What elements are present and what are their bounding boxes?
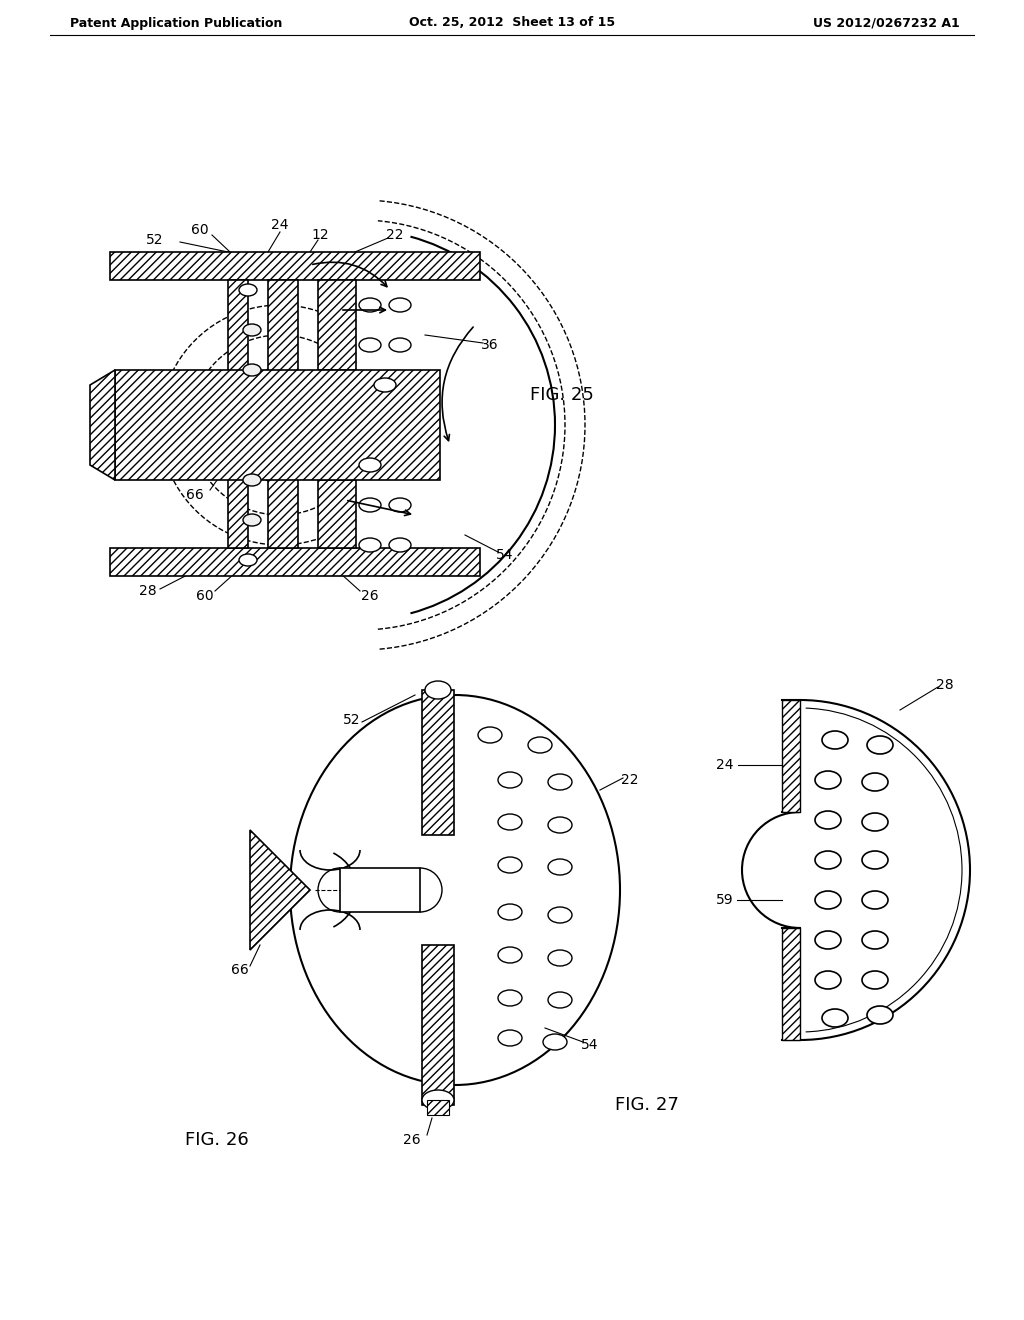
Ellipse shape xyxy=(478,727,502,743)
Text: 36: 36 xyxy=(481,338,499,352)
Ellipse shape xyxy=(498,857,522,873)
Ellipse shape xyxy=(548,993,572,1008)
Ellipse shape xyxy=(528,737,552,752)
Ellipse shape xyxy=(498,814,522,830)
Ellipse shape xyxy=(389,338,411,352)
Ellipse shape xyxy=(822,731,848,748)
Polygon shape xyxy=(90,370,115,480)
Ellipse shape xyxy=(359,298,381,312)
Ellipse shape xyxy=(239,554,257,566)
Polygon shape xyxy=(250,830,310,950)
Text: 24: 24 xyxy=(716,758,734,772)
Text: Oct. 25, 2012  Sheet 13 of 15: Oct. 25, 2012 Sheet 13 of 15 xyxy=(409,16,615,29)
Ellipse shape xyxy=(359,458,381,473)
Bar xyxy=(782,928,800,1040)
Ellipse shape xyxy=(862,774,888,791)
Text: 66: 66 xyxy=(231,964,249,977)
Ellipse shape xyxy=(815,851,841,869)
Ellipse shape xyxy=(498,1030,522,1045)
Ellipse shape xyxy=(862,931,888,949)
Ellipse shape xyxy=(815,810,841,829)
Ellipse shape xyxy=(822,1008,848,1027)
Text: 54: 54 xyxy=(582,1038,599,1052)
Ellipse shape xyxy=(359,539,381,552)
Ellipse shape xyxy=(359,338,381,352)
Ellipse shape xyxy=(548,817,572,833)
Bar xyxy=(228,280,248,548)
Ellipse shape xyxy=(815,931,841,949)
Ellipse shape xyxy=(498,904,522,920)
Text: 24: 24 xyxy=(271,218,289,232)
Bar xyxy=(110,548,480,576)
Ellipse shape xyxy=(422,1090,454,1110)
Bar xyxy=(318,480,356,548)
Text: FIG. 26: FIG. 26 xyxy=(185,1131,249,1148)
Ellipse shape xyxy=(815,891,841,909)
Ellipse shape xyxy=(867,1006,893,1024)
Bar xyxy=(318,280,356,370)
Bar xyxy=(115,370,440,480)
Ellipse shape xyxy=(862,851,888,869)
Ellipse shape xyxy=(548,950,572,966)
Ellipse shape xyxy=(389,539,411,552)
Ellipse shape xyxy=(498,772,522,788)
Ellipse shape xyxy=(389,498,411,512)
Text: US 2012/0267232 A1: US 2012/0267232 A1 xyxy=(813,16,961,29)
Ellipse shape xyxy=(815,771,841,789)
Ellipse shape xyxy=(243,364,261,376)
Text: 52: 52 xyxy=(146,234,164,247)
Ellipse shape xyxy=(548,774,572,789)
Ellipse shape xyxy=(543,1034,567,1049)
Text: 66: 66 xyxy=(186,488,204,502)
Text: 60: 60 xyxy=(191,223,209,238)
Ellipse shape xyxy=(243,474,261,486)
Ellipse shape xyxy=(815,972,841,989)
Bar xyxy=(427,1100,449,1115)
Ellipse shape xyxy=(498,990,522,1006)
Text: FIG. 27: FIG. 27 xyxy=(615,1096,679,1114)
Ellipse shape xyxy=(359,498,381,512)
Bar xyxy=(340,869,420,912)
Ellipse shape xyxy=(243,513,261,525)
Text: 54: 54 xyxy=(497,548,514,562)
Ellipse shape xyxy=(374,378,396,392)
Ellipse shape xyxy=(243,323,261,337)
Ellipse shape xyxy=(389,298,411,312)
Text: 28: 28 xyxy=(139,583,157,598)
Text: 26: 26 xyxy=(403,1133,421,1147)
Ellipse shape xyxy=(548,859,572,875)
Ellipse shape xyxy=(862,891,888,909)
Bar xyxy=(422,690,454,836)
Text: Patent Application Publication: Patent Application Publication xyxy=(70,16,283,29)
Text: 22: 22 xyxy=(386,228,403,242)
Ellipse shape xyxy=(498,946,522,964)
Ellipse shape xyxy=(239,284,257,296)
Bar xyxy=(782,700,800,812)
Bar xyxy=(110,252,480,280)
Text: 52: 52 xyxy=(343,713,360,727)
Bar xyxy=(422,945,454,1105)
Text: 12: 12 xyxy=(311,228,329,242)
Ellipse shape xyxy=(862,972,888,989)
Bar xyxy=(268,280,298,548)
Text: FIG. 25: FIG. 25 xyxy=(530,385,594,404)
Text: 22: 22 xyxy=(622,774,639,787)
Ellipse shape xyxy=(290,696,620,1085)
Ellipse shape xyxy=(867,737,893,754)
Ellipse shape xyxy=(425,681,451,700)
Ellipse shape xyxy=(548,907,572,923)
Text: 26: 26 xyxy=(361,589,379,603)
Ellipse shape xyxy=(862,813,888,832)
Text: 60: 60 xyxy=(197,589,214,603)
Text: 28: 28 xyxy=(936,678,953,692)
Text: 59: 59 xyxy=(716,894,734,907)
